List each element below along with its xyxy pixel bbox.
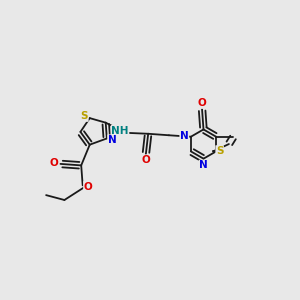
Text: O: O — [141, 155, 150, 165]
Text: NH: NH — [111, 125, 129, 136]
Text: O: O — [50, 158, 58, 168]
Text: N: N — [180, 131, 189, 141]
Text: O: O — [198, 98, 206, 108]
Text: N: N — [108, 135, 116, 145]
Text: S: S — [81, 111, 88, 121]
Text: S: S — [216, 146, 224, 156]
Text: O: O — [84, 182, 92, 192]
Text: N: N — [199, 160, 208, 170]
